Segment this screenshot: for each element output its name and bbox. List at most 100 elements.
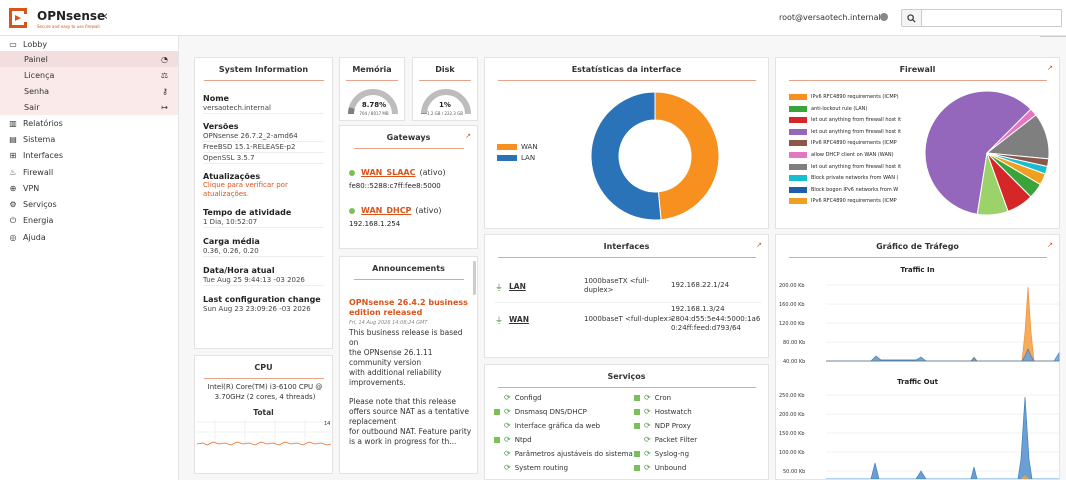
sidebar-item-firewall[interactable]: ♨ Firewall [0,164,178,180]
sidebar-item-lobby[interactable]: ▭ Lobby [0,37,178,51]
widget-title: Disk [413,58,477,82]
refresh-icon[interactable]: ⟳ [504,421,511,430]
datetime-value: Tue Aug 25 9:44:13 -03 2026 [203,275,324,286]
service-item[interactable]: ⟳ Configd [494,393,542,402]
refresh-icon[interactable]: ⟳ [644,421,651,430]
legend-item[interactable]: Block private networks from WAN ( [789,175,919,182]
firewall-slice-0[interactable] [924,90,1032,215]
refresh-icon[interactable]: ⟳ [644,449,651,458]
legend-swatch [789,186,807,193]
refresh-icon[interactable]: ⟳ [504,449,511,458]
fire-icon: ♨ [9,167,17,177]
legend-item[interactable]: let out anything from firewall host it [789,128,919,135]
legend-item[interactable]: IPv6 RFC4890 requirements (ICMP [789,140,919,147]
refresh-icon[interactable]: ⟳ [504,407,511,416]
refresh-icon[interactable]: ⟳ [644,407,651,416]
refresh-icon[interactable]: ⟳ [644,463,651,472]
service-running-icon[interactable] [634,464,640,471]
sidebar-item-interfaces[interactable]: ⊞ Interfaces [0,148,178,164]
service-label: Hostwatch [654,407,692,416]
sidebar-item-servicos[interactable]: ⚙ Serviços [0,196,178,212]
legend-item[interactable]: let out anything from firewall host it [789,163,919,170]
announcement-line: offers source NAT as a tentative [349,407,469,416]
service-item[interactable]: ⟳ Packet Filter [634,435,697,444]
legend-swatch [789,117,807,124]
cpu-graph: 14 [196,420,332,446]
network-wired-icon: ⏚ [495,283,503,292]
sidebar-item-energia[interactable]: ⏻ Energia [0,213,178,229]
service-running-icon[interactable] [634,422,640,429]
plug-icon: ⏻ [9,215,17,225]
service-label: Parâmetros ajustáveis do sistema [514,449,633,458]
legend-item[interactable]: IPv6 RFC4890 requirements (ICMP [789,198,919,205]
brand-name[interactable]: OPNsense [37,9,106,23]
legend-item-wan[interactable]: WAN [497,143,538,151]
sidebar-item-sair[interactable]: Sair ↦ [0,99,178,115]
service-item[interactable]: ⟳ System routing [494,463,568,472]
service-item[interactable]: ⟳ Syslog-ng [634,449,689,458]
sidebar-item-painel[interactable]: Painel ◔ [0,51,178,67]
legend-item[interactable]: allow DHCP client on WAN (WAN) [789,152,919,158]
announcement-headline-link[interactable]: OPNsense 26.4.2 business edition release… [349,298,468,317]
legend-swatch [789,105,807,112]
cpu-axis-label: 14 [324,421,330,427]
service-item[interactable]: ⟳ Cron [634,393,671,402]
traffic-in-wan-area [826,286,1059,362]
collapse-sidebar-icon[interactable]: ‹ [103,9,109,24]
search-button[interactable] [901,9,922,27]
sidebar-item-label: Serviços [23,200,57,210]
legend-label: let out anything from firewall host it [811,163,902,170]
service-running-icon[interactable] [634,408,640,415]
cpu-widget: CPU Intel(R) Core(TM) i3-6100 CPU @ 3.70… [194,355,333,474]
datetime-label: Data/Hora atual [203,266,275,275]
service-running-icon[interactable] [634,394,640,401]
interface-name-link[interactable]: WAN [509,315,530,324]
interface-ip: 192.168.1.3/24 2804:d55:5e44:5000:1a6 0:… [671,305,761,332]
service-item[interactable]: ⟳ Interface gráfica da web [494,421,600,430]
sidebar-item-licenca[interactable]: Licença ⚖ [0,67,178,83]
legend-item[interactable]: anti-lockout rule (LAN) [789,105,919,112]
service-item[interactable]: ⟳ Hostwatch [634,407,692,416]
gateway-address: 192.168.1.254 [349,220,401,228]
external-link-icon[interactable]: ↗ [756,241,762,249]
service-item[interactable]: ⟳ Parâmetros ajustáveis do sistema [494,449,633,458]
service-item[interactable]: ⟳ Dnsmasq DNS/DHCP [494,407,587,416]
refresh-icon[interactable]: ⟳ [644,393,651,402]
service-item[interactable]: ⟳ Ntpd [494,435,532,444]
firewall-rules-donut [924,90,1050,216]
sidebar-item-senha[interactable]: Senha ⚷ [0,83,178,99]
version-opnsense: OPNsense 26.7.2_2-amd64 [203,131,324,142]
service-running-icon[interactable] [634,450,640,457]
refresh-icon[interactable]: ⟳ [504,393,511,402]
interface-stats-slice-0[interactable] [654,91,720,221]
gateway-name-link[interactable]: WAN_DHCP [361,206,412,215]
external-link-icon[interactable]: ↗ [465,132,471,140]
legend-item[interactable]: IPv6 RFC4890 requirements (ICMP) [789,94,919,100]
check-updates-link[interactable]: Clique para verificar por atualizações. [203,181,288,198]
interface-name-link[interactable]: LAN [509,282,526,291]
external-link-icon[interactable]: ↗ [1047,241,1053,249]
search-input[interactable] [922,9,1062,27]
gateway-name-link[interactable]: WAN_SLAAC [361,168,416,177]
status-icon[interactable] [880,13,888,21]
legend-item[interactable]: Block bogon IPv6 networks from W [789,186,919,193]
interface-stats-slice-1[interactable] [590,91,662,221]
refresh-icon[interactable]: ⟳ [504,435,511,444]
legend-item-lan[interactable]: LAN [497,154,538,162]
service-item[interactable]: ⟳ NDP Proxy [634,421,691,430]
opnsense-logo-icon[interactable] [6,6,30,30]
legend-item[interactable]: let out anything from firewall host it [789,117,919,124]
announcements-scrollbar[interactable] [473,261,476,295]
firewall-slice-8[interactable] [976,152,1009,216]
refresh-icon[interactable]: ⟳ [644,435,651,444]
sidebar-item-ajuda[interactable]: ◎ Ajuda [0,229,178,245]
sidebar-item-sistema[interactable]: ▤ Sistema [0,131,178,147]
service-item[interactable]: ⟳ Unbound [634,463,686,472]
external-link-icon[interactable]: ↗ [1047,64,1053,72]
sidebar-item-relatorios[interactable]: ▥ Relatórios [0,115,178,131]
service-running-icon[interactable] [494,436,500,443]
sidebar-item-vpn[interactable]: ⊕ VPN [0,180,178,196]
user-menu[interactable]: root@versaotech.internal [779,13,881,22]
refresh-icon[interactable]: ⟳ [504,463,511,472]
service-running-icon[interactable] [494,408,500,415]
